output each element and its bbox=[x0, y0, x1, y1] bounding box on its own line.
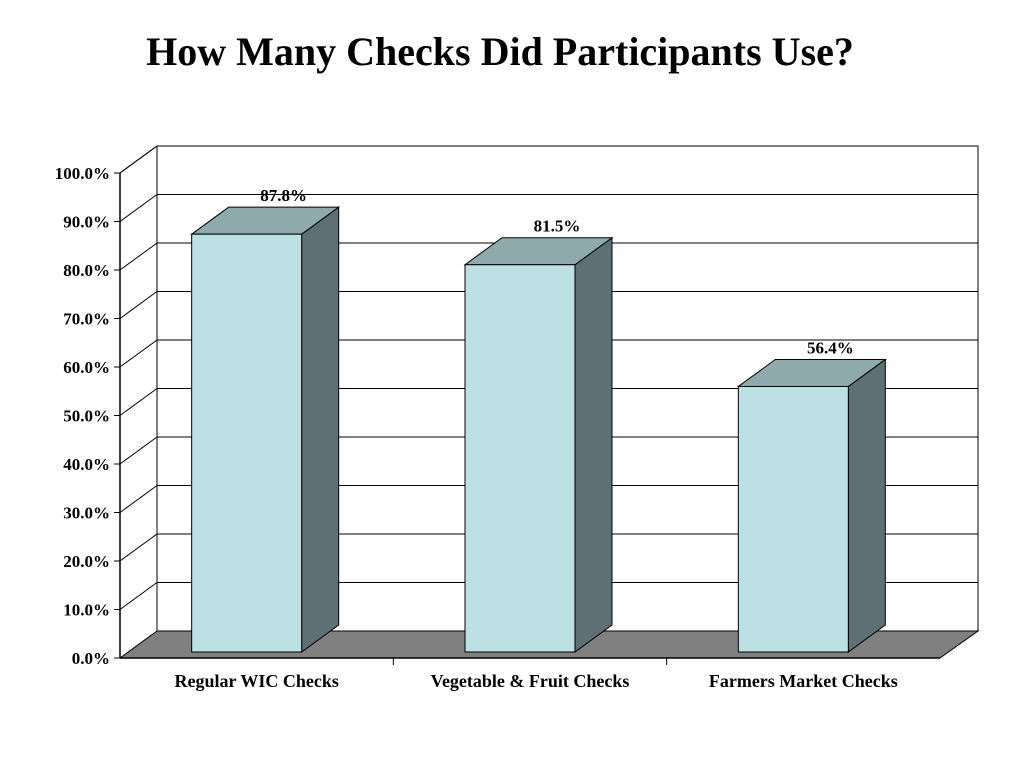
bar bbox=[463, 236, 614, 653]
y-tick-label: 60.0% bbox=[63, 358, 110, 377]
bar-front bbox=[191, 233, 303, 653]
gridline-side bbox=[119, 242, 158, 271]
bar-front bbox=[737, 385, 849, 653]
bar-side bbox=[847, 358, 886, 653]
labels: 0.0% 10.0% 20.0% 30.0% 40.0% 50.0% 60.0% 70.0% 8… bbox=[55, 164, 898, 691]
gridline-side bbox=[119, 533, 158, 562]
category-label: Farmers Market Checks bbox=[709, 671, 898, 691]
bar bbox=[190, 206, 341, 653]
y-tick-label: 70.0% bbox=[63, 310, 110, 329]
gridline-side bbox=[119, 145, 158, 174]
y-tick-label: 40.0% bbox=[63, 455, 110, 474]
y-tick-label: 10.0% bbox=[63, 601, 110, 620]
gridline-side bbox=[119, 291, 158, 319]
gridline-side bbox=[119, 582, 158, 610]
y-tick-label: 20.0% bbox=[63, 552, 110, 571]
y-tick-label: 100.0% bbox=[55, 164, 110, 183]
bar-front bbox=[464, 264, 576, 653]
data-label: 56.4% bbox=[807, 338, 854, 357]
category-label: Vegetable & Fruit Checks bbox=[431, 671, 630, 691]
gridline-side bbox=[119, 485, 158, 513]
gridline-side bbox=[119, 388, 158, 416]
y-tick-label: 50.0% bbox=[63, 407, 110, 426]
gridline-side bbox=[119, 194, 158, 222]
data-label: 87.8% bbox=[260, 186, 307, 205]
bar-side bbox=[574, 236, 613, 653]
gridline-side bbox=[119, 339, 158, 368]
y-tick-label: 0.0% bbox=[72, 649, 110, 668]
page-title: How Many Checks Did Participants Use? bbox=[146, 29, 854, 74]
bars bbox=[190, 206, 887, 653]
y-tick-label: 30.0% bbox=[63, 504, 110, 523]
bar-side bbox=[301, 206, 340, 653]
gridline-side bbox=[119, 436, 158, 465]
y-tick-label: 80.0% bbox=[63, 261, 110, 280]
category-label: Regular WIC Checks bbox=[174, 671, 338, 691]
bar bbox=[736, 358, 887, 653]
axes bbox=[114, 172, 940, 665]
y-tick-label: 90.0% bbox=[63, 213, 110, 232]
data-label: 81.5% bbox=[534, 217, 581, 236]
